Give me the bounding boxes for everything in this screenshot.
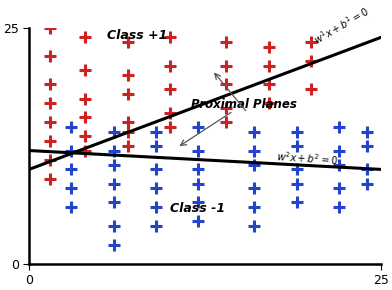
Text: $w^2 x + b^2 =0$: $w^2 x + b^2 =0$ [276,149,338,168]
Text: $w^1 x + b^1 =0$: $w^1 x + b^1 =0$ [311,4,371,47]
Text: Proximal Planes: Proximal Planes [191,98,297,111]
Text: Class -1: Class -1 [170,202,225,215]
Text: Class +1: Class +1 [107,29,167,42]
